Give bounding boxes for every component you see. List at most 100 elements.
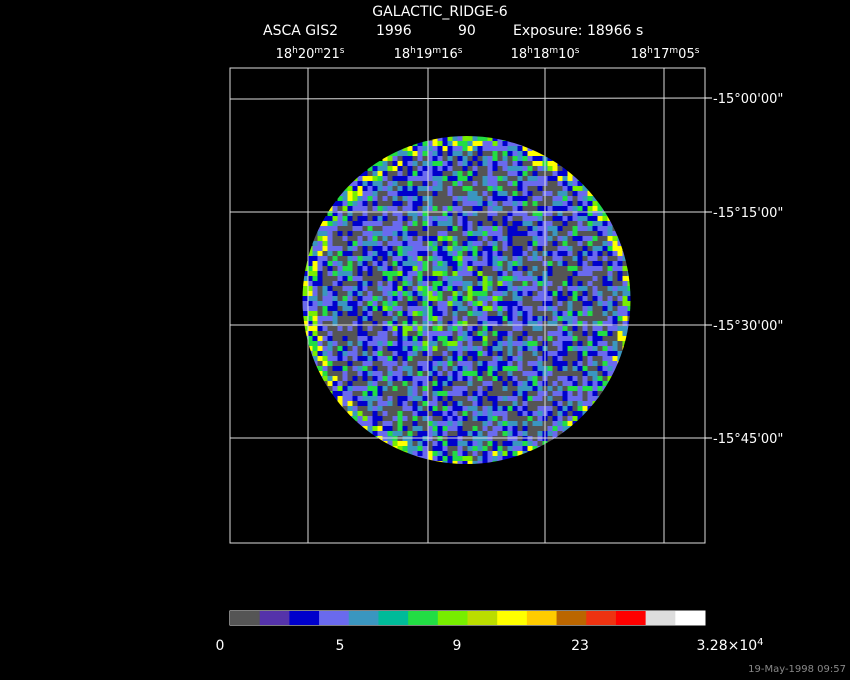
pixel: [347, 271, 353, 276]
pixel: [507, 416, 513, 421]
pixel: [562, 206, 568, 211]
pixel: [452, 191, 458, 196]
pixel: [522, 226, 528, 231]
pixel: [442, 461, 448, 464]
pixel: [377, 291, 383, 296]
pixel: [612, 286, 618, 291]
pixel: [327, 366, 333, 371]
pixel: [497, 316, 503, 321]
pixel: [342, 261, 348, 266]
pixel: [522, 261, 528, 266]
pixel: [512, 301, 518, 306]
pixel: [607, 256, 613, 261]
pixel: [507, 141, 513, 146]
pixel: [457, 216, 463, 221]
pixel: [617, 346, 623, 351]
pixel: [372, 196, 378, 201]
pixel: [482, 316, 488, 321]
pixel: [477, 231, 483, 236]
pixel: [427, 441, 433, 446]
pixel: [562, 376, 568, 381]
pixel: [387, 341, 393, 346]
pixel: [582, 236, 588, 241]
pixel: [442, 206, 448, 211]
pixel: [457, 276, 463, 281]
pixel: [472, 251, 478, 256]
pixel: [582, 191, 588, 196]
pixel: [352, 181, 358, 186]
pixel: [402, 441, 408, 446]
pixel: [557, 271, 563, 276]
pixel: [462, 166, 468, 171]
pixel: [447, 456, 453, 461]
pixel: [392, 426, 398, 431]
pixel: [527, 276, 533, 281]
pixel: [327, 316, 333, 321]
pixel: [522, 256, 528, 261]
pixel: [477, 311, 483, 316]
pixel: [402, 386, 408, 391]
pixel: [332, 301, 338, 306]
pixel: [412, 286, 418, 291]
pixel: [497, 256, 503, 261]
pixel: [402, 456, 408, 461]
pixel: [412, 216, 418, 221]
pixel: [457, 181, 463, 186]
pixel: [572, 396, 578, 401]
pixel: [372, 206, 378, 211]
pixel: [557, 361, 563, 366]
pixel: [567, 331, 573, 336]
pixel: [352, 231, 358, 236]
pixel: [512, 196, 518, 201]
pixel: [372, 231, 378, 236]
pixel: [372, 336, 378, 341]
pixel: [422, 301, 428, 306]
pixel: [477, 141, 483, 146]
pixel: [477, 446, 483, 451]
pixel: [572, 331, 578, 336]
pixel: [482, 326, 488, 331]
pixel: [567, 421, 573, 426]
pixel: [402, 376, 408, 381]
pixel: [497, 211, 503, 216]
pixel: [617, 321, 623, 326]
pixel: [462, 456, 468, 461]
pixel: [422, 161, 428, 166]
pixel: [527, 326, 533, 331]
pixel: [362, 316, 368, 321]
pixel: [592, 191, 598, 196]
pixel: [617, 266, 623, 271]
pixel: [362, 266, 368, 271]
pixel: [377, 401, 383, 406]
pixel: [322, 301, 328, 306]
pixel: [492, 351, 498, 356]
pixel: [497, 231, 503, 236]
pixel: [327, 291, 333, 296]
pixel: [617, 241, 623, 246]
pixel: [432, 446, 438, 451]
pixel: [327, 311, 333, 316]
pixel: [442, 261, 448, 266]
pixel: [412, 301, 418, 306]
pixel: [467, 171, 473, 176]
pixel: [407, 261, 413, 266]
pixel: [442, 136, 448, 141]
pixel: [487, 216, 493, 221]
pixel: [507, 371, 513, 376]
pixel: [557, 326, 563, 331]
pixel: [582, 386, 588, 391]
pixel: [417, 371, 423, 376]
pixel: [422, 336, 428, 341]
pixel: [432, 376, 438, 381]
pixel: [557, 441, 563, 446]
pixel: [367, 186, 373, 191]
pixel: [457, 381, 463, 386]
pixel: [452, 136, 458, 141]
pixel: [462, 221, 468, 226]
pixel: [497, 306, 503, 311]
pixel: [327, 246, 333, 251]
pixel: [517, 306, 523, 311]
pixel: [532, 276, 538, 281]
pixel: [307, 291, 313, 296]
pixel: [422, 356, 428, 361]
